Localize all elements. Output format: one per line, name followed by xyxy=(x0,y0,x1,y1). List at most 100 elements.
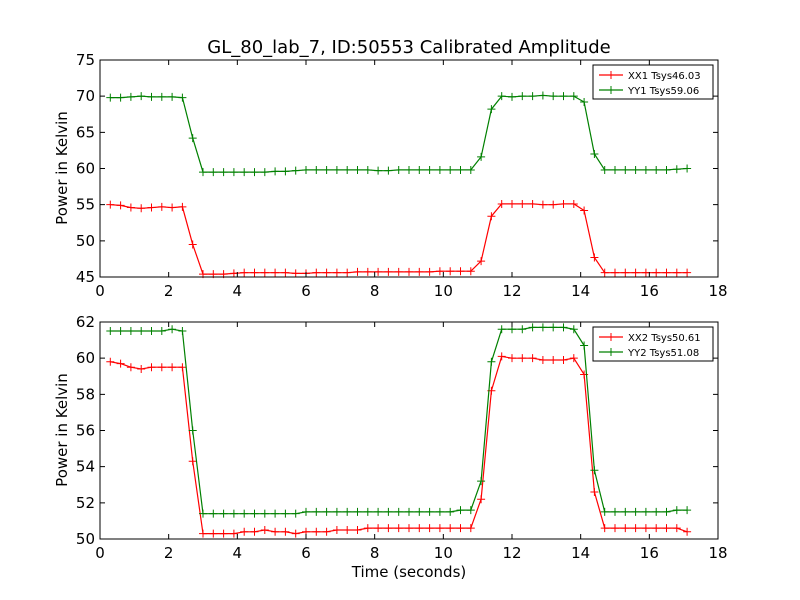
bottom-y-tick-label: 62 xyxy=(76,313,95,331)
bottom-series-1-point xyxy=(374,524,383,533)
bottom-series-1-point xyxy=(168,363,177,372)
bottom-series-1-point xyxy=(456,524,465,533)
bottom-x-tick-label: 14 xyxy=(571,544,590,562)
bottom-series-1-point xyxy=(538,355,547,364)
bottom-series-1-point xyxy=(250,527,259,536)
bottom-plot-area: 0 2 4 6 8 10 12 14 16 18 50 52 54 56 58 60 62 XX2 Tsys50.… xyxy=(76,313,728,562)
bottom-series-2-point xyxy=(199,509,207,518)
top-series-1-point xyxy=(528,199,537,208)
bottom-series-1-point xyxy=(209,529,218,538)
bottom-y-axis-label: Power in Kelvin xyxy=(53,373,71,487)
bottom-series-2-point xyxy=(147,327,156,336)
bottom-series-1-point xyxy=(271,527,280,536)
top-series-1-point xyxy=(343,268,352,277)
figure-title: GL_80_lab_7, ID:50553 Calibrated Amplitu… xyxy=(207,37,610,58)
top-series-2-point xyxy=(683,164,692,173)
bottom-series-1-point xyxy=(446,524,455,533)
bottom-series-1-point xyxy=(672,524,681,533)
bottom-y-tick-label: 60 xyxy=(76,349,95,367)
top-series-2-point xyxy=(580,97,589,106)
bottom-series-2-point xyxy=(425,507,434,516)
top-series-2-point xyxy=(672,165,681,174)
top-legend xyxy=(592,64,714,100)
bottom-series-2-point xyxy=(672,506,681,515)
top-series-1-point xyxy=(518,199,527,208)
bottom-series-2-point xyxy=(188,426,197,435)
bottom-series-2-point xyxy=(312,507,321,516)
top-series-1-point xyxy=(415,267,424,276)
top-series-1-point xyxy=(538,200,547,209)
bottom-series-2-point xyxy=(662,507,671,516)
top-series-2-point xyxy=(662,165,671,174)
top-x-tick-label: 14 xyxy=(571,282,590,300)
top-series-2-point xyxy=(302,165,310,174)
bottom-series-1-point xyxy=(518,354,527,363)
bottom-series-2-point xyxy=(178,327,187,336)
top-series-1-point xyxy=(137,204,146,213)
top-series-1-point xyxy=(652,268,661,277)
top-series-1-point xyxy=(188,240,197,249)
top-series-2-point xyxy=(569,92,578,101)
top-series-1-point xyxy=(250,268,259,277)
top-series-2-point xyxy=(322,165,331,174)
bottom-series-2-point xyxy=(374,507,383,516)
top-plot-area: 0 2 4 6 8 10 12 14 16 18 45 50 55 60 65 70 75 XX1 Tsys46.… xyxy=(76,51,728,300)
top-x-tick-label: 8 xyxy=(370,282,380,300)
bottom-series-1-point xyxy=(415,524,424,533)
top-series-1-point xyxy=(559,199,568,208)
top-series-1-point xyxy=(394,267,403,276)
bottom-y-tick-label: 50 xyxy=(76,530,95,548)
top-series-2-point xyxy=(508,92,516,101)
top-legend-label-2: YY1 Tsys59.06 xyxy=(627,86,699,97)
bottom-series-2-point xyxy=(621,507,630,516)
bottom-series-2-point xyxy=(466,506,475,515)
top-series-2-point xyxy=(343,165,352,174)
bottom-series-2-point xyxy=(580,341,589,350)
top-series-1-point xyxy=(672,268,681,277)
top-series-2-point xyxy=(363,165,372,174)
top-series-2-point xyxy=(168,92,177,101)
top-legend-label-1: XX1 Tsys46.03 xyxy=(628,71,701,82)
bottom-series-1-point xyxy=(528,354,537,363)
bottom-series-2-point xyxy=(291,509,300,518)
top-series-2-point xyxy=(466,165,475,174)
top-x-tick-label: 18 xyxy=(708,282,727,300)
top-series-2-point xyxy=(271,167,280,176)
top-series-1-point xyxy=(291,269,300,278)
top-series-1-point xyxy=(116,201,125,210)
top-series-1-point xyxy=(641,268,650,277)
bottom-series-2-point xyxy=(549,323,558,332)
top-series-2-point xyxy=(415,165,424,174)
top-y-axis-label: Power in Kelvin xyxy=(53,111,71,225)
top-series-2-point xyxy=(106,93,115,102)
top-series-1-point xyxy=(487,212,496,221)
top-series-2-point xyxy=(209,168,218,177)
top-y-tick-label: 70 xyxy=(76,87,95,105)
top-series-2-point xyxy=(641,165,650,174)
bottom-series-2-point xyxy=(394,507,403,516)
top-series-1-point xyxy=(466,267,475,276)
top-series-2-point xyxy=(446,165,455,174)
top-x-tick-label: 4 xyxy=(233,282,243,300)
bottom-series-2-point xyxy=(157,327,166,336)
bottom-series-2-point xyxy=(260,509,269,518)
top-series-2-point xyxy=(652,165,661,174)
top-series-1-point xyxy=(322,268,331,277)
top-x-tick-label: 6 xyxy=(301,282,311,300)
top-series-2-point xyxy=(116,93,125,102)
bottom-y-tick-label: 54 xyxy=(76,458,95,476)
top-series-1-point xyxy=(147,203,156,212)
top-series-2-point xyxy=(188,134,197,143)
top-series-1-point xyxy=(240,268,249,277)
top-series-1-point xyxy=(590,253,599,262)
top-series-1-point xyxy=(312,268,321,277)
top-series-2-point xyxy=(312,165,321,174)
bottom-series-2-point xyxy=(106,327,115,336)
bottom-series-1-point xyxy=(569,354,578,363)
bottom-y-tick-label: 52 xyxy=(76,494,95,512)
top-legend-marker-2 xyxy=(607,86,615,94)
top-series-2-point xyxy=(147,92,156,101)
bottom-series-2-point xyxy=(446,507,455,516)
top-series-1-point xyxy=(580,206,589,215)
